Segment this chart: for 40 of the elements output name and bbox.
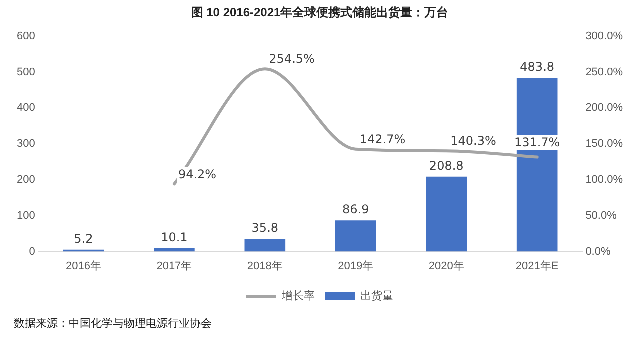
y-tick-label: 600 (16, 30, 36, 42)
y-tick-label: 500 (16, 66, 36, 78)
x-tick-label: 2020年 (428, 260, 464, 272)
x-tick-label: 2017年 (156, 260, 192, 272)
bar (244, 238, 286, 252)
bar (516, 78, 558, 252)
y2-tick-label: 100.0% (586, 174, 624, 186)
x-tick-label: 2019年 (338, 260, 374, 272)
data-label: 5.2 (74, 232, 94, 246)
data-label: 131.7% (514, 135, 560, 150)
y2-tick-label: 300.0% (586, 30, 624, 42)
y-tick-label: 0 (29, 246, 36, 258)
x-tick-label: 2021年E (516, 260, 559, 272)
bar (426, 176, 468, 252)
y2-tick-label: 150.0% (586, 138, 624, 150)
y2-tick-label: 0.0% (586, 246, 611, 258)
y2-tick-label: 200.0% (586, 102, 624, 114)
source-note: 数据来源：中国化学与物理电源行业协会 (14, 316, 212, 331)
bar (335, 220, 376, 252)
y-tick-label: 400 (16, 102, 36, 114)
data-label: 142.7% (360, 132, 406, 146)
legend-label: 出货量 (360, 290, 394, 303)
bar (154, 248, 195, 252)
y-tick-label: 300 (16, 138, 36, 150)
y2-tick-label: 50.0% (586, 210, 618, 222)
x-tick-label: 2016年 (66, 260, 102, 272)
legend-label: 增长率 (281, 290, 315, 303)
y-tick-label: 200 (16, 174, 36, 186)
data-label: 10.1 (161, 230, 188, 244)
data-label: 483.8 (520, 60, 555, 74)
chart-title: 图 10 2016-2021年全球便携式储能出货量：万台 (191, 6, 449, 20)
y2-tick-label: 250.0% (586, 66, 624, 78)
data-label: 86.9 (342, 202, 370, 217)
y-tick-label: 100 (16, 210, 36, 222)
x-tick-label: 2018年 (247, 260, 283, 272)
data-label: 140.3% (450, 134, 496, 148)
data-label: 208.8 (429, 158, 464, 173)
data-label: 94.2% (178, 167, 217, 182)
data-label: 35.8 (252, 221, 279, 236)
data-label: 254.5% (269, 52, 315, 66)
